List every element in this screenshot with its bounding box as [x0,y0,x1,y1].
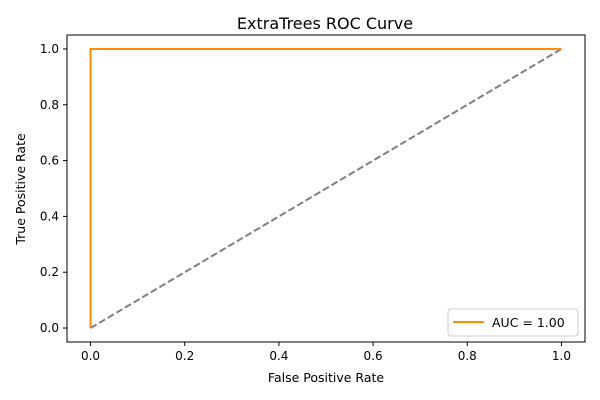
x-tick-label: 0.2 [175,349,194,363]
y-tick-label: 0.6 [40,154,59,168]
legend-label-auc: AUC = 1.00 [492,315,565,330]
x-tick-label: 0.8 [458,349,477,363]
legend: AUC = 1.00 [447,308,579,337]
plot-area-frame [66,34,586,343]
x-tick-label: 0.6 [364,349,383,363]
y-tick-label: 0.0 [40,321,59,335]
y-tick-label: 0.8 [40,98,59,112]
roc-curve-line [89,47,562,329]
y-tick-label: 0.4 [40,209,59,223]
x-tick-label: 1.0 [552,349,571,363]
x-axis-label: False Positive Rate [268,370,384,385]
legend-box [447,308,579,337]
y-tick-label: 1.0 [40,42,59,56]
chance-diagonal-line [90,48,562,329]
chart-title: ExtraTrees ROC Curve [237,14,413,33]
x-tick-label: 0.4 [269,349,288,363]
y-axis-label: True Positive Rate [13,133,28,246]
y-tick-label: 0.2 [40,265,59,279]
x-tick-label: 0.0 [81,349,100,363]
